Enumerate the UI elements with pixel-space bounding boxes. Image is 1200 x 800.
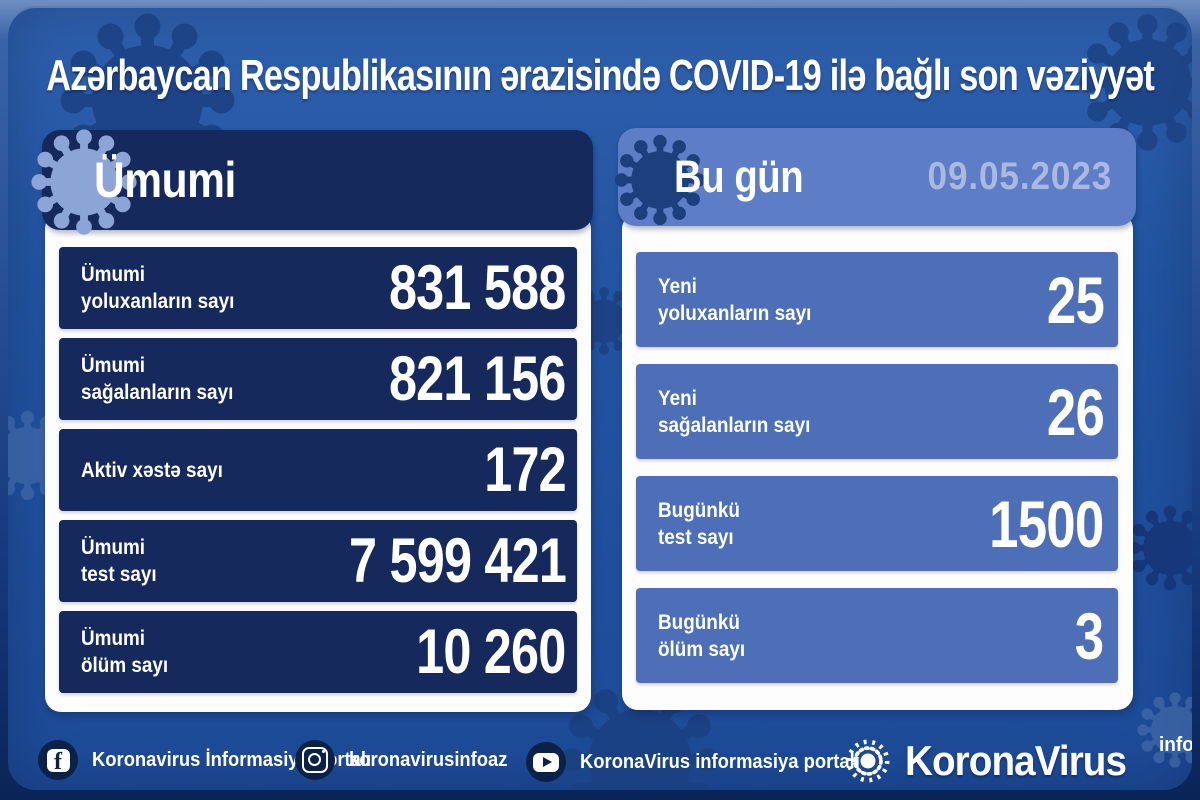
stat-label-line: yoluxanların sayı: [658, 301, 812, 325]
today-panel-title: Bu gün: [674, 151, 804, 202]
stat-label: Bugünkü test sayı: [636, 497, 749, 551]
stat-row-total-tests: Ümumi test sayı 7 599 421: [59, 520, 577, 602]
stat-label: Ümumi ölüm sayı: [59, 625, 178, 679]
stat-label-line: yoluxanların sayı: [81, 290, 235, 313]
stat-label: Yeni sağalanların sayı: [636, 385, 827, 439]
stat-value: 172: [484, 435, 567, 505]
stat-label-line: test sayı: [81, 563, 157, 586]
instagram-icon: [295, 740, 335, 780]
stat-row-active-cases: Aktiv xəstə sayı 172: [59, 429, 577, 511]
stat-value: 25: [1046, 262, 1104, 337]
stat-label-line: Bugünkü: [658, 610, 740, 634]
totals-panel-header: Ümumi: [42, 130, 593, 230]
stat-value: 1500: [989, 486, 1104, 561]
stat-value: 821 156: [389, 344, 566, 414]
page-title: Azərbaycan Respublikasının ərazisində CO…: [46, 44, 1155, 108]
stat-value: 10 260: [416, 617, 566, 687]
stat-row-new-recovered: Yeni sağalanların sayı 26: [636, 364, 1118, 459]
stat-row-today-deaths: Bugünkü ölüm sayı 3: [636, 588, 1118, 683]
virus-sun-icon: [846, 739, 890, 783]
koronavirus-info-logo[interactable]: KoronaVirus info: [843, 734, 1192, 786]
stat-label-line: Yeni: [658, 274, 697, 298]
stat-label-line: Ümumi: [81, 354, 146, 377]
report-date: 09.05.2023: [927, 155, 1112, 198]
stat-label-line: Ümumi: [81, 627, 146, 650]
stat-value: 26: [1046, 374, 1104, 449]
stat-label-line: sağalanların sayı: [81, 381, 234, 404]
facebook-icon: f: [38, 740, 78, 780]
youtube-link[interactable]: KoronaVirus informasiya portalı: [526, 742, 884, 782]
stat-label: Ümumi sağalanların sayı: [59, 352, 250, 406]
stat-row-today-tests: Bugünkü test sayı 1500: [636, 476, 1118, 571]
stat-label-line: Bugünkü: [658, 498, 740, 522]
logo-text: KoronaVirus: [905, 737, 1127, 784]
stat-value: 3: [1075, 598, 1104, 673]
stat-label-line: Ümumi: [81, 263, 146, 286]
stat-label: Ümumi test sayı: [59, 534, 165, 588]
stat-label: Bugünkü ölüm sayı: [636, 609, 755, 663]
instagram-link[interactable]: koronavirusinfoaz: [295, 740, 521, 780]
stat-label-line: Yeni: [658, 386, 697, 410]
stat-label-line: test sayı: [658, 525, 734, 549]
stat-row-total-deaths: Ümumi ölüm sayı 10 260: [59, 611, 577, 693]
virus-decoration-icon: [1125, 503, 1192, 593]
instagram-label: koronavirusinfoaz: [349, 748, 508, 771]
stat-row-new-infected: Yeni yoluxanların sayı 25: [636, 252, 1118, 347]
stat-row-total-recovered: Ümumi sağalanların sayı 821 156: [59, 338, 577, 420]
stat-label: Aktiv xəstə sayı: [59, 457, 239, 484]
stat-value: 831 588: [389, 253, 566, 323]
stat-label-line: ölüm sayı: [658, 637, 746, 661]
totals-stat-list: Ümumi yoluxanların sayı 831 588 Ümumi sa…: [59, 247, 577, 702]
stat-label: Ümumi yoluxanların sayı: [59, 261, 251, 315]
main-panel: Azərbaycan Respublikasının ərazisində CO…: [8, 6, 1192, 790]
stat-label-line: Ümumi: [81, 536, 146, 559]
today-stat-list: Yeni yoluxanların sayı 25 Yeni sağalanla…: [636, 252, 1118, 700]
stat-label-line: sağalanların sayı: [658, 413, 811, 437]
stat-label-line: ölüm sayı: [81, 654, 169, 677]
page-title-text: Azərbaycan Respublikasının ərazisində CO…: [46, 51, 1155, 100]
totals-panel-title: Ümumi: [94, 152, 236, 208]
today-panel-header: Bu gün 09.05.2023: [618, 128, 1136, 226]
stat-value: 7 599 421: [348, 526, 567, 596]
youtube-label: KoronaVirus informasiya portalı: [580, 750, 860, 773]
stat-label-line: Aktiv xəstə sayı: [81, 458, 223, 482]
stat-label: Yeni yoluxanların sayı: [636, 273, 828, 327]
stat-row-total-infected: Ümumi yoluxanların sayı 831 588: [59, 247, 577, 329]
youtube-icon: [526, 742, 566, 782]
logo-superscript: info: [1159, 734, 1192, 756]
